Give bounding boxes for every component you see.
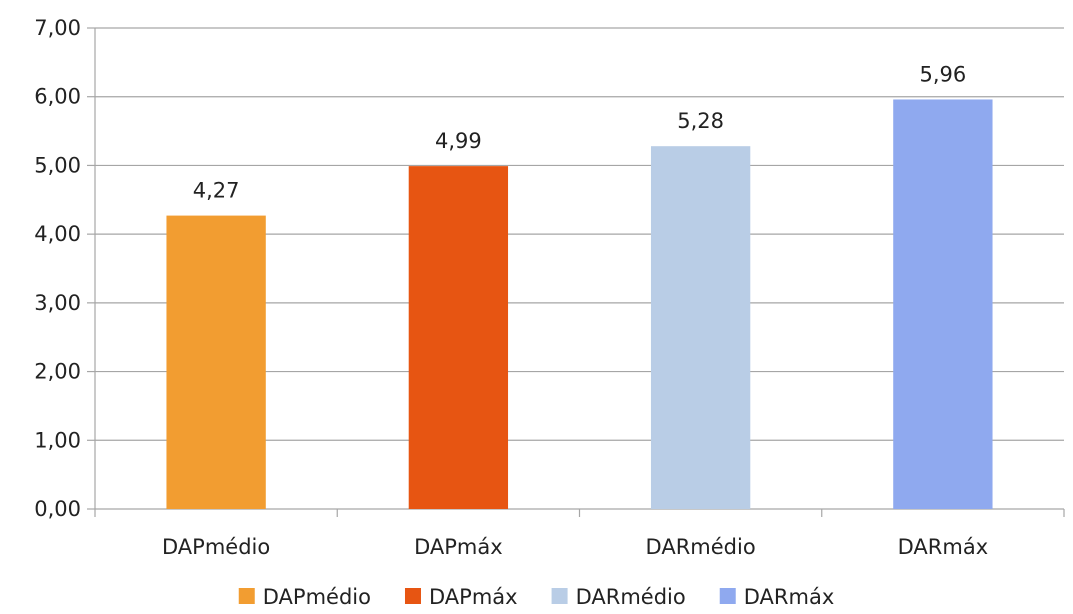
bar-4 xyxy=(893,99,993,509)
legend-swatch-2 xyxy=(404,588,421,604)
legend-label-1: DAPmédio xyxy=(263,585,371,609)
data-label-2: 4,99 xyxy=(435,129,482,153)
y-axis-tick-labels: 0,00 1,00 2,00 3,00 4,00 5,00 6,00 7,00 xyxy=(34,16,81,521)
data-labels: 4,27 4,99 5,28 5,96 xyxy=(193,62,967,202)
y-tick-label: 4,00 xyxy=(34,222,81,246)
legend-swatch-1 xyxy=(238,588,255,604)
x-axis-category-labels: DAPmédio DAPmáx DARmédio DARmáx xyxy=(162,535,988,559)
bar-1 xyxy=(166,215,266,509)
bar-2 xyxy=(408,166,509,509)
x-category-label-2: DAPmáx xyxy=(414,535,503,559)
legend-label-2: DAPmáx xyxy=(429,585,518,609)
x-category-label-3: DARmédio xyxy=(646,535,756,559)
y-tick-label: 5,00 xyxy=(34,153,81,177)
legend-swatch-3 xyxy=(551,588,568,604)
data-label-1: 4,27 xyxy=(193,179,240,203)
y-tick-label: 3,00 xyxy=(34,291,81,315)
y-tick-label: 7,00 xyxy=(34,16,81,40)
legend-swatch-4 xyxy=(719,588,736,604)
bars xyxy=(166,99,993,509)
legend-label-3: DARmédio xyxy=(576,585,686,609)
legend: DAPmédio DAPmáx DARmédio DARmáx xyxy=(238,585,835,609)
y-tick-label: 6,00 xyxy=(34,85,81,109)
data-label-3: 5,28 xyxy=(677,109,724,133)
y-tick-label: 2,00 xyxy=(34,360,81,384)
x-category-label-1: DAPmédio xyxy=(162,535,270,559)
bar-3 xyxy=(650,146,751,509)
data-label-4: 5,96 xyxy=(919,62,966,86)
legend-label-4: DARmáx xyxy=(744,585,835,609)
x-category-label-4: DARmáx xyxy=(898,535,989,559)
y-tick-label: 1,00 xyxy=(34,428,81,452)
y-tick-label: 0,00 xyxy=(34,497,81,521)
